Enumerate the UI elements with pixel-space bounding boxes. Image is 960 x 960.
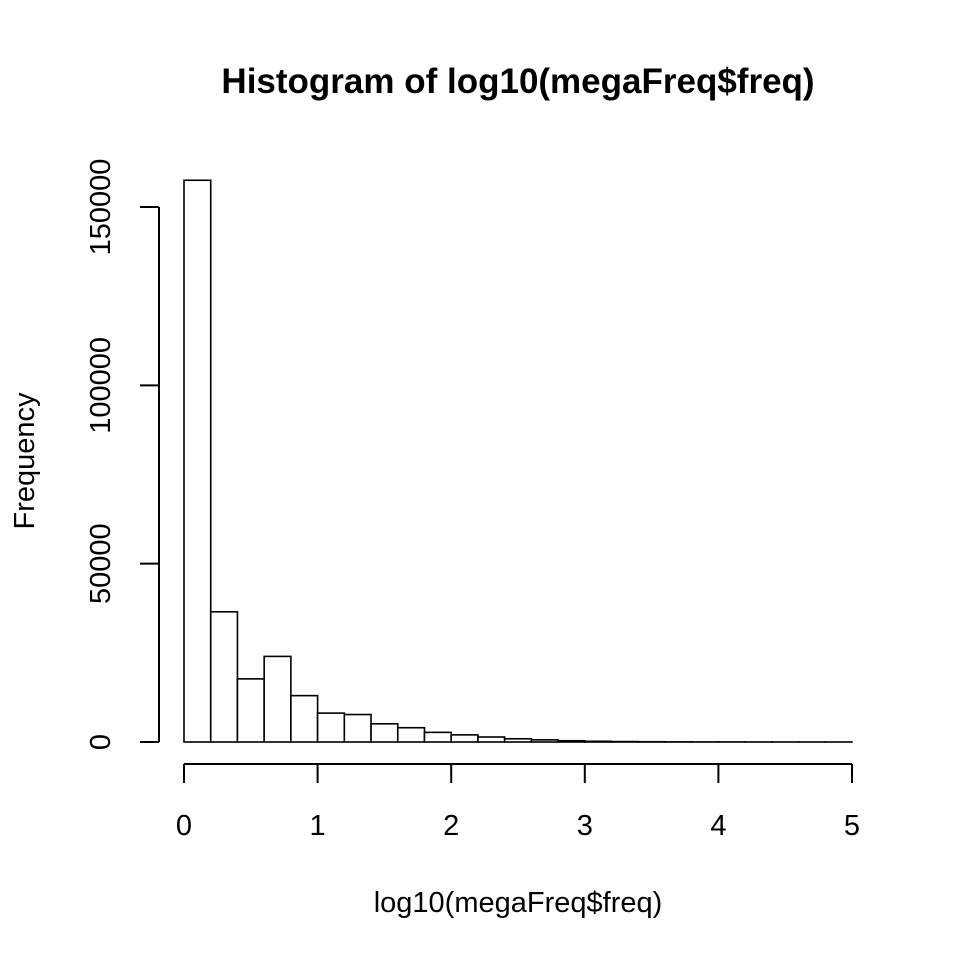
- x-tick-label: 4: [710, 810, 726, 842]
- histogram-bar: [236, 678, 265, 743]
- x-axis-label: log10(megaFreq$freq): [374, 887, 663, 919]
- x-tick-label: 5: [844, 810, 860, 842]
- histogram-bar: [477, 736, 506, 743]
- histogram-bar: [343, 713, 372, 743]
- y-axis-label: Frequency: [9, 392, 41, 530]
- y-tick-label: 0: [85, 734, 117, 750]
- x-axis: 0 1 2 3 4 5: [176, 763, 860, 842]
- histogram-bar: [450, 734, 479, 743]
- histogram-bar: [396, 726, 426, 743]
- histogram-bar: [290, 694, 319, 743]
- histogram-bar: [530, 739, 559, 743]
- histogram-bar: [370, 723, 399, 743]
- chart-title: Histogram of log10(megaFreq$freq): [221, 62, 814, 101]
- y-tick-label: 150000: [85, 159, 117, 256]
- histogram-bar: [557, 739, 586, 743]
- histogram-bar: [263, 655, 292, 743]
- x-tick-label: 1: [310, 810, 326, 842]
- histogram-bar: [423, 731, 453, 743]
- y-tick-label: 100000: [85, 337, 117, 434]
- histogram-bar: [583, 740, 613, 743]
- x-tick-label: 3: [577, 810, 593, 842]
- histogram-bar: [503, 737, 533, 743]
- x-tick-label: 2: [443, 810, 459, 842]
- histogram-bar: [209, 611, 239, 743]
- histogram-bars: [183, 179, 853, 743]
- y-tick-label: 50000: [85, 523, 117, 604]
- histogram-bar: [316, 712, 346, 743]
- x-tick-label: 0: [176, 810, 192, 842]
- histogram-bar: [183, 179, 212, 743]
- y-axis: 0 50000 100000 150000: [85, 159, 160, 750]
